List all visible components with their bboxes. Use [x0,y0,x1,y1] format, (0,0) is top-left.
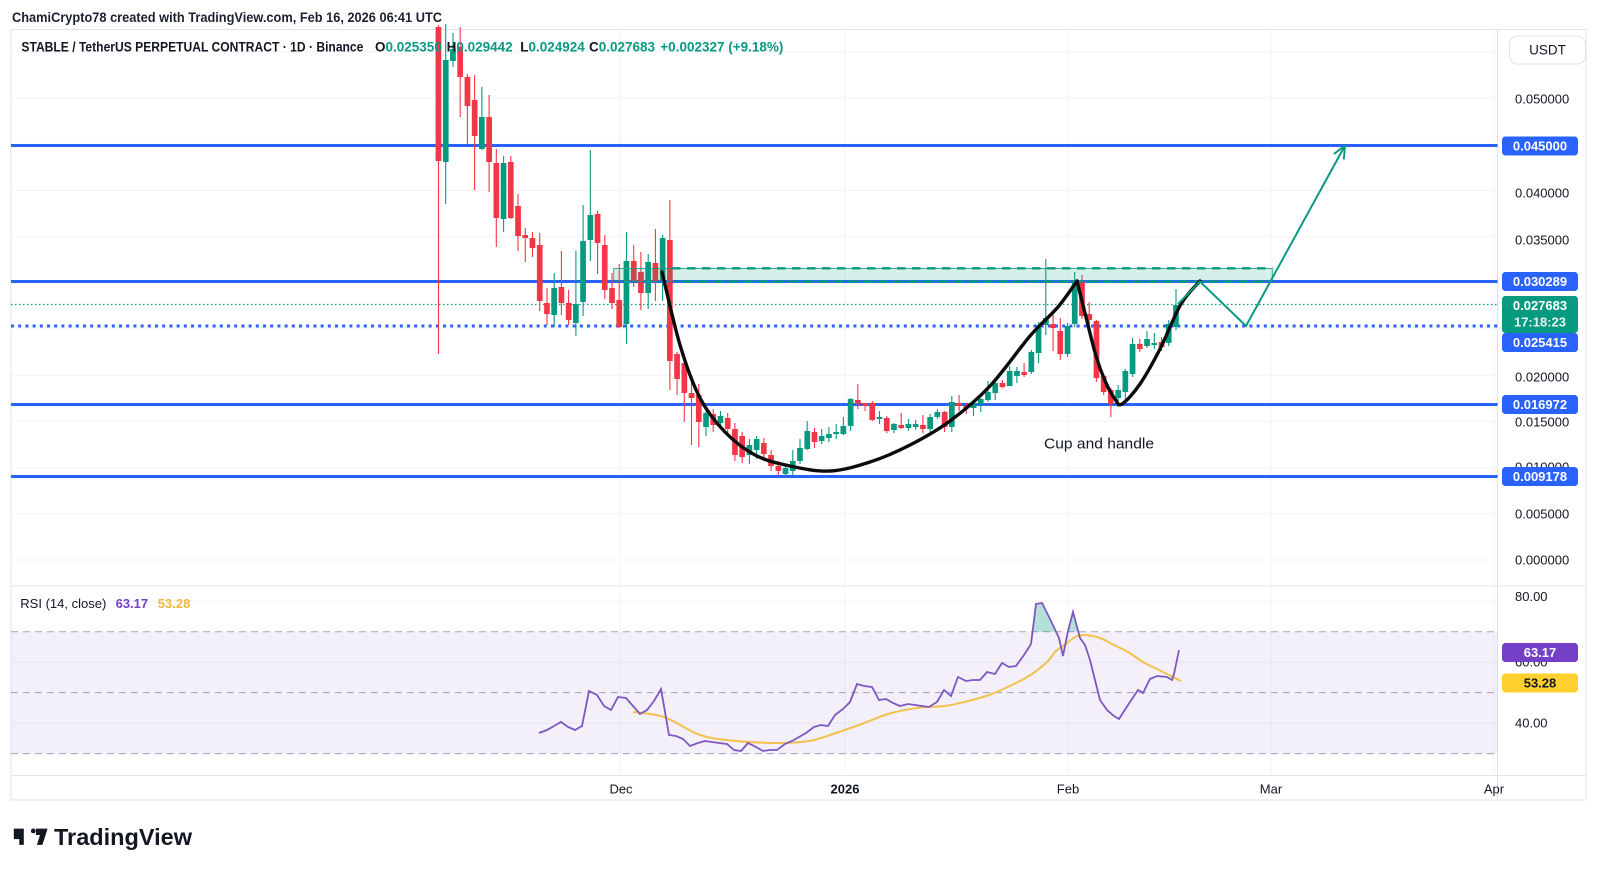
svg-text:Feb: Feb [1057,782,1079,797]
svg-text:0.009178: 0.009178 [1513,469,1567,484]
svg-text:63.17: 63.17 [116,596,149,611]
svg-text:Apr: Apr [1484,782,1505,797]
svg-text:ChamiCrypto78 created with Tra: ChamiCrypto78 created with TradingView.c… [12,9,442,25]
svg-text:H0.029442: H0.029442 [447,40,513,55]
svg-text:C0.027683: C0.027683 [589,40,656,55]
svg-text:USDT: USDT [1529,43,1566,58]
svg-text:0.045000: 0.045000 [1513,139,1567,154]
svg-text:0.016972: 0.016972 [1513,397,1567,412]
svg-text:2026: 2026 [831,782,860,797]
svg-text:0.025415: 0.025415 [1513,335,1567,350]
svg-text:TradingView: TradingView [54,824,192,850]
svg-text:63.17: 63.17 [1524,645,1557,660]
svg-text:O0.025350: O0.025350 [375,40,442,55]
svg-text:53.28: 53.28 [1524,676,1557,691]
svg-text:+0.002327 (+9.18%): +0.002327 (+9.18%) [660,40,783,55]
svg-text:L0.024924: L0.024924 [520,40,585,55]
svg-text:0.000000: 0.000000 [1515,553,1569,568]
svg-text:Mar: Mar [1260,782,1283,797]
svg-text:0.050000: 0.050000 [1515,92,1569,107]
svg-text:STABLE / TetherUS PERPETUAL CO: STABLE / TetherUS PERPETUAL CONTRACT · 1… [21,40,363,55]
svg-text:Cup and handle: Cup and handle [1044,436,1154,453]
svg-text:53.28: 53.28 [158,596,191,611]
svg-text:0.005000: 0.005000 [1515,507,1569,522]
svg-text:0.015000: 0.015000 [1515,415,1569,430]
svg-text:80.00: 80.00 [1515,589,1548,604]
svg-text:RSI (14, close): RSI (14, close) [20,596,106,611]
svg-text:0.030289: 0.030289 [1513,274,1567,289]
svg-text:0.020000: 0.020000 [1515,370,1569,385]
svg-text:0.040000: 0.040000 [1515,186,1569,201]
svg-text:40.00: 40.00 [1515,716,1548,731]
svg-text:0.035000: 0.035000 [1515,233,1569,248]
svg-text:0.027683: 0.027683 [1513,298,1567,313]
svg-text:Dec: Dec [609,782,633,797]
svg-text:17:18:23: 17:18:23 [1514,315,1566,330]
